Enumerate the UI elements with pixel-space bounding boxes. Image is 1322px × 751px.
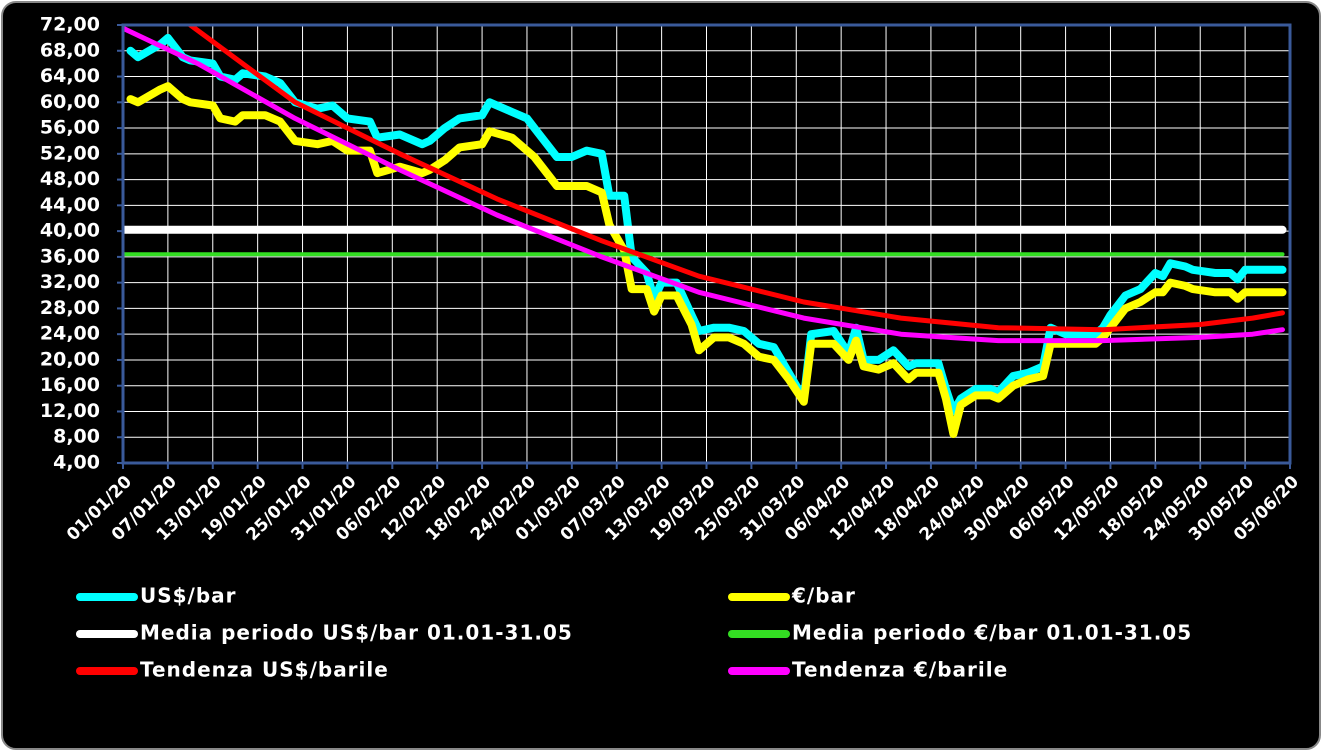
series-line bbox=[187, 25, 1285, 333]
legend-label: Media periodo US$/bar 01.01-31.05 bbox=[140, 621, 573, 645]
y-tick-label: 60,00 bbox=[40, 91, 100, 113]
y-tick-label: 12,00 bbox=[40, 400, 100, 422]
y-tick-label: 16,00 bbox=[40, 374, 100, 396]
y-tick-label: 56,00 bbox=[40, 117, 100, 139]
y-tick-label: 64,00 bbox=[40, 65, 100, 87]
y-tick-label: 8,00 bbox=[53, 426, 100, 448]
y-tick-label: 20,00 bbox=[40, 348, 100, 370]
y-tick-label: 72,00 bbox=[40, 14, 100, 36]
y-tick-label: 44,00 bbox=[40, 194, 100, 216]
plot-frame bbox=[121, 23, 1292, 465]
y-tick-label: 52,00 bbox=[40, 142, 100, 164]
legend-label: €/bar bbox=[791, 584, 856, 608]
legend-label: Tendenza €/barile bbox=[792, 658, 1008, 682]
y-tick-label: 28,00 bbox=[40, 297, 100, 319]
legend-label: Tendenza US$/barile bbox=[140, 658, 389, 682]
series-line bbox=[126, 82, 1287, 438]
y-tick-label: 40,00 bbox=[40, 220, 100, 242]
y-tick-label: 32,00 bbox=[40, 271, 100, 293]
series-line bbox=[126, 33, 1287, 416]
y-tick-label: 24,00 bbox=[40, 323, 100, 345]
y-tick-label: 68,00 bbox=[40, 39, 100, 61]
legend-label: Media periodo €/bar 01.01-31.05 bbox=[792, 621, 1192, 645]
series-line bbox=[123, 25, 1285, 344]
y-tick-label: 48,00 bbox=[40, 168, 100, 190]
y-tick-label: 4,00 bbox=[53, 452, 100, 474]
legend-label: US$/bar bbox=[140, 584, 237, 608]
y-tick-label: 36,00 bbox=[40, 245, 100, 267]
